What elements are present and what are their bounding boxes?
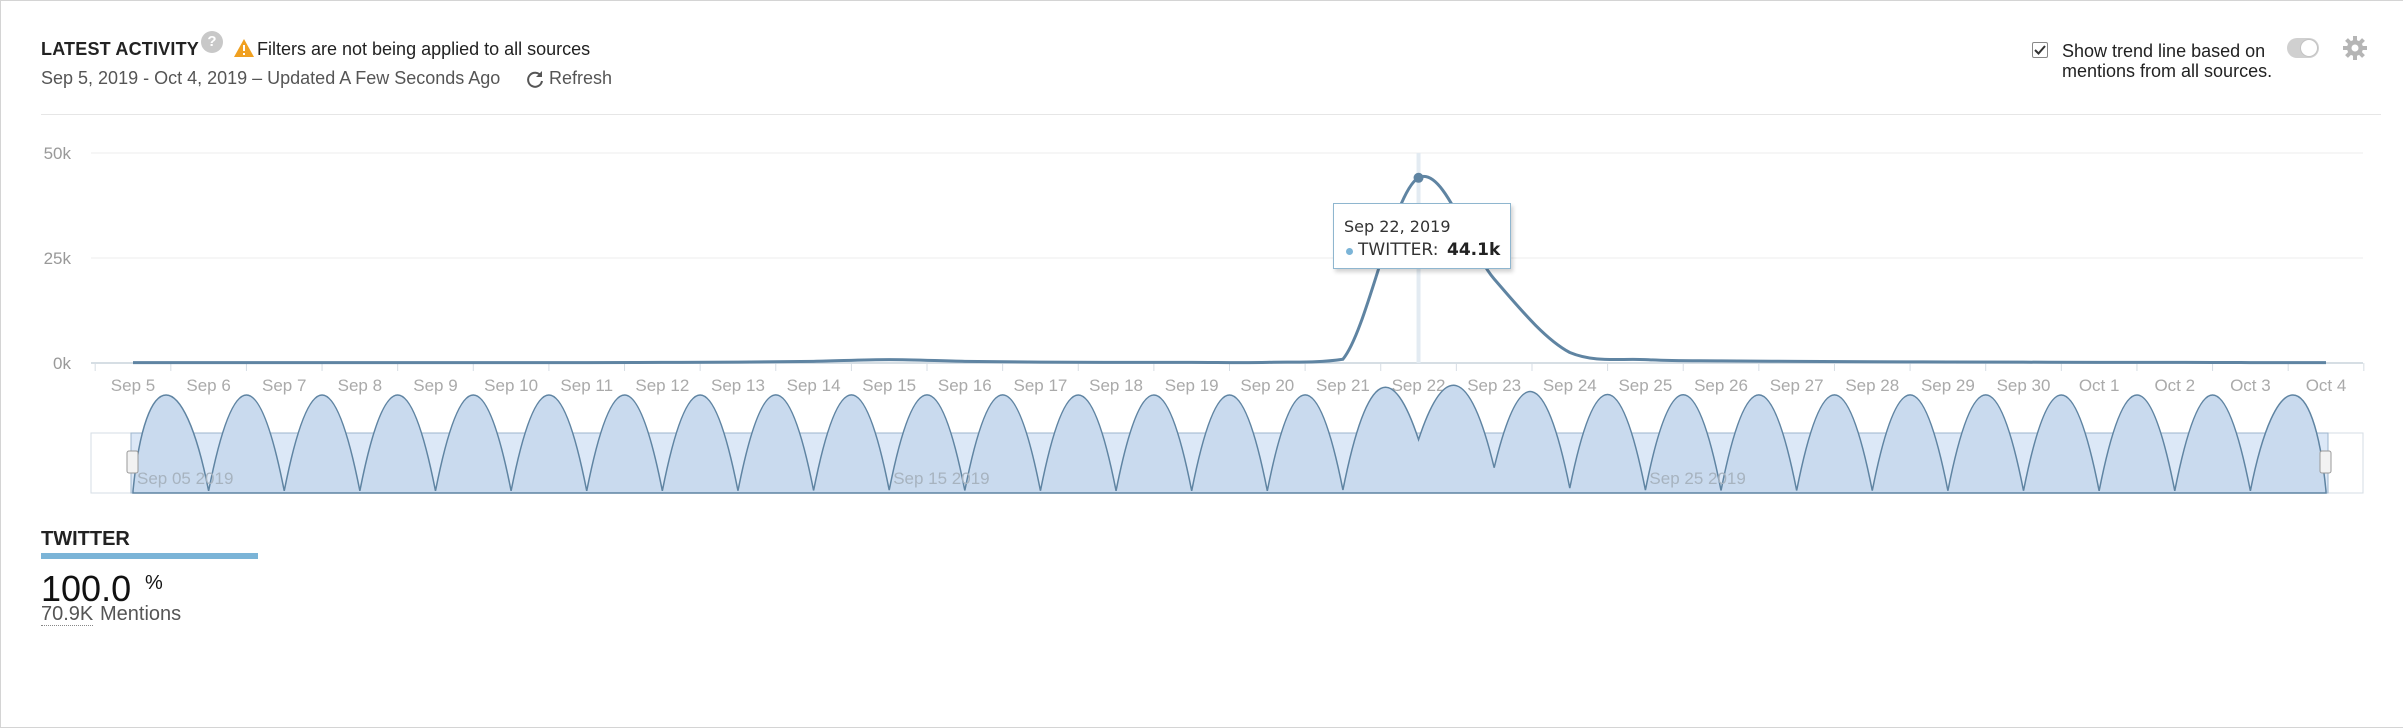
x-tick-label: Oct 4 — [2306, 376, 2347, 395]
navigator-left-handle[interactable] — [126, 450, 139, 474]
chart-tooltip: Sep 22, 2019 TWITTER: 44.1k — [1333, 203, 1511, 269]
x-tick-label: Sep 27 — [1770, 376, 1824, 395]
trend-line-checkbox[interactable] — [2032, 42, 2048, 58]
navigator-label: Sep 15 2019 — [893, 469, 989, 488]
x-tick-label: Sep 13 — [711, 376, 765, 395]
navigator-label: Sep 25 2019 — [1649, 469, 1745, 488]
x-tick-label: Sep 28 — [1845, 376, 1899, 395]
legend-percent-sign: % — [145, 572, 163, 594]
tooltip-date: Sep 22, 2019 — [1344, 217, 1451, 236]
y-tick-label: 50k — [44, 144, 72, 163]
y-tick-label: 25k — [44, 249, 72, 268]
x-tick-label: Sep 15 — [862, 376, 916, 395]
tooltip-series-dot — [1346, 248, 1353, 255]
x-tick-label: Sep 7 — [262, 376, 306, 395]
help-icon[interactable]: ? — [201, 31, 223, 53]
x-tick-label: Sep 22 — [1392, 376, 1446, 395]
gear-icon[interactable] — [2342, 35, 2368, 61]
x-tick-label: Sep 26 — [1694, 376, 1748, 395]
series-line-twitter — [133, 174, 2327, 365]
hover-point — [1413, 172, 1424, 183]
legend-source-name: TWITTER — [41, 528, 130, 550]
warning-icon — [234, 39, 254, 57]
checkmark-icon — [2034, 45, 2046, 55]
x-tick-label: Sep 10 — [484, 376, 538, 395]
navigator-label: Sep 05 2019 — [137, 469, 233, 488]
panel-title: LATEST ACTIVITY — [41, 39, 199, 59]
x-tick-label: Sep 21 — [1316, 376, 1370, 395]
x-tick-label: Sep 18 — [1089, 376, 1143, 395]
x-tick-label: Sep 19 — [1165, 376, 1219, 395]
x-tick-label: Sep 11 — [560, 376, 613, 395]
legend-mentions-count[interactable]: 70.9K — [41, 603, 94, 626]
refresh-button[interactable]: Refresh — [549, 68, 613, 88]
x-tick-label: Oct 3 — [2230, 376, 2271, 395]
x-tick-label: Sep 25 — [1618, 376, 1672, 395]
activity-chart: 0k 25k 50k Sep 5 Sep 6 Sep 7 Sep 8 Sep 9 Sep 10… — [44, 144, 2365, 494]
x-tick-label: Sep 6 — [186, 376, 230, 395]
date-range-text: Sep 5, 2019 - Oct 4, 2019 – Updated A Fe… — [41, 68, 501, 88]
x-tick-label: Oct 2 — [2154, 376, 2195, 395]
x-tick-label: Sep 30 — [1997, 376, 2051, 395]
header-divider — [41, 114, 2381, 115]
x-tick-label: Sep 29 — [1921, 376, 1975, 395]
legend-mentions-label: Mentions — [100, 603, 182, 625]
legend-percent-value: 100.0 — [41, 568, 132, 609]
filter-warning-text: Filters are not being applied to all sou… — [257, 39, 591, 59]
legend-share-bar — [41, 553, 258, 559]
x-tick-label: Sep 8 — [338, 376, 382, 395]
x-tick-label: Sep 16 — [938, 376, 992, 395]
trend-line-label: Show trend line based on mentions from a… — [2062, 41, 2273, 81]
x-tick-label: Sep 17 — [1014, 376, 1068, 395]
trend-line-toggle[interactable] — [2287, 38, 2319, 58]
x-tick-label: Sep 9 — [413, 376, 457, 395]
x-tick-label: Sep 20 — [1240, 376, 1294, 395]
navigator-right-handle[interactable] — [2319, 450, 2332, 474]
x-tick-label: Oct 1 — [2079, 376, 2120, 395]
x-tick-label: Sep 23 — [1467, 376, 1521, 395]
navigator-series-area — [132, 384, 2327, 494]
x-tick-label: Sep 12 — [635, 376, 689, 395]
x-tick-label: Sep 24 — [1543, 376, 1597, 395]
x-tick-label: Sep 5 — [111, 376, 155, 395]
y-tick-label: 0k — [53, 354, 71, 373]
refresh-icon[interactable] — [525, 69, 545, 89]
tooltip-series-name: TWITTER: — [1358, 240, 1439, 260]
toggle-knob — [2300, 39, 2318, 57]
x-tick-label: Sep 14 — [787, 376, 841, 395]
tooltip-value: 44.1k — [1447, 240, 1501, 260]
